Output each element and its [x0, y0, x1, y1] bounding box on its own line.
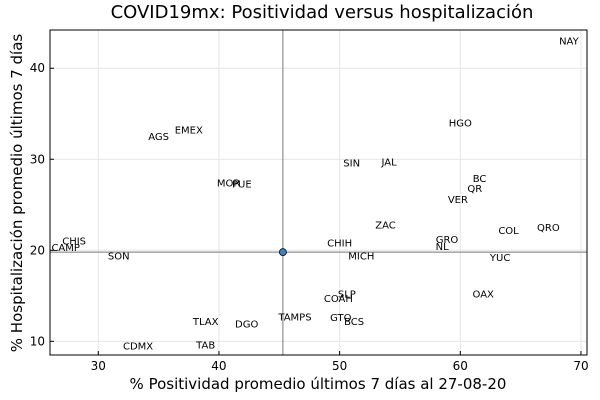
chart-title: COVID19mx: Positividad versus hospitaliz…: [111, 2, 534, 23]
point-label-sin: SIN: [343, 158, 360, 169]
point-label-gro: GRO: [436, 235, 459, 246]
y-tick-label: 40: [30, 61, 45, 75]
point-label-qr: QR: [467, 184, 482, 195]
point-label-mich: MICH: [348, 251, 374, 262]
point-label-zac: ZAC: [375, 220, 396, 231]
grid: [50, 30, 587, 355]
point-label-nay: NAY: [559, 36, 580, 47]
point-label-ags: AGS: [148, 132, 169, 143]
point-label-ver: VER: [448, 195, 468, 206]
x-tick-label: 70: [573, 359, 588, 373]
point-label-bcs: BCS: [344, 317, 364, 328]
point-label-oax: OAX: [473, 290, 495, 301]
point-label-son: SON: [108, 251, 130, 262]
point-label-mor: MOR: [217, 178, 240, 189]
x-tick-label: 40: [211, 359, 226, 373]
point-label-col: COL: [498, 226, 519, 237]
point-label-yuc: YUC: [489, 253, 510, 264]
point-label-tlax: TLAX: [192, 317, 219, 328]
point-label-tab: TAB: [195, 340, 215, 351]
x-tick-label: 50: [332, 359, 347, 373]
point-label-pue: PUE: [232, 179, 252, 190]
point-label-dgo: DGO: [235, 320, 258, 331]
point-label-emex: EMEX: [175, 126, 203, 137]
point-label-qro: QRO: [537, 223, 560, 234]
x-tick-label: 30: [91, 359, 106, 373]
y-axis-label: % Hospitalización promedio últimos 7 día…: [8, 34, 26, 353]
point-label-coah: COAH: [324, 294, 353, 305]
point-label-jal: JAL: [381, 158, 398, 169]
point-label-tamps: TAMPS: [277, 312, 311, 323]
point-label-camp: CAMP: [51, 243, 79, 254]
axis-ticks: 30 40 50 60 70 10 20 30 40: [30, 61, 589, 373]
x-tick-label: 60: [453, 359, 468, 373]
point-label-cdmx: CDMX: [123, 341, 153, 352]
plot-frame: [49, 29, 588, 356]
reference-marker: [279, 248, 287, 257]
mean-point-marker: [279, 248, 287, 257]
x-axis-label: % Positividad promedio últimos 7 días al…: [130, 375, 507, 393]
point-label-bc: BC: [473, 174, 487, 185]
point-label-chih: CHIH: [327, 239, 352, 250]
y-tick-label: 10: [30, 334, 45, 348]
y-tick-label: 20: [30, 243, 45, 257]
point-label-slp: SLP: [338, 290, 356, 301]
y-tick-label: 30: [30, 152, 45, 166]
point-label-hgo: HGO: [449, 118, 472, 129]
point-label-gto: GTO: [330, 313, 352, 324]
reference-lines: [50, 30, 587, 355]
point-label-chis: CHIS: [62, 237, 86, 248]
point-label-nl: NL: [436, 242, 449, 253]
